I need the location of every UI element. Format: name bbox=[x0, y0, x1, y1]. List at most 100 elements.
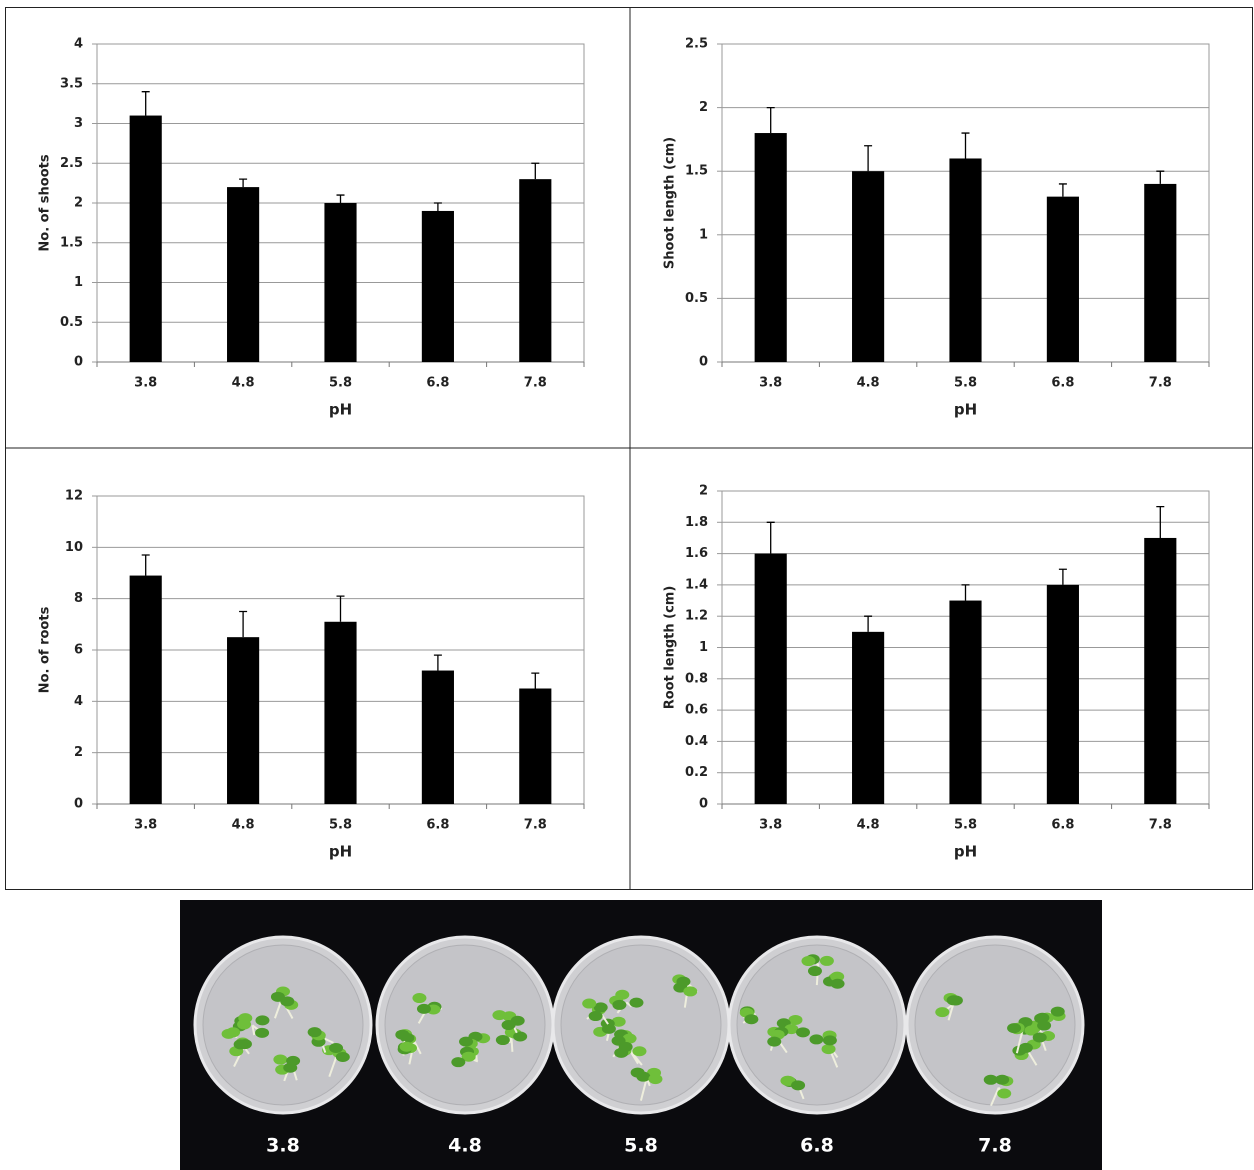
leaf bbox=[1037, 1021, 1051, 1031]
x-tick-label: 4.8 bbox=[857, 818, 880, 833]
leaf bbox=[995, 1075, 1009, 1085]
y-tick-label: 2 bbox=[699, 484, 708, 499]
y-tick-label: 1.5 bbox=[685, 164, 708, 179]
leaf bbox=[496, 1035, 510, 1045]
y-tick-label: 1 bbox=[699, 640, 708, 655]
leaf bbox=[629, 998, 643, 1008]
error-bar bbox=[142, 92, 150, 116]
y-tick-label: 1.2 bbox=[685, 609, 708, 624]
bar bbox=[949, 158, 981, 362]
y-tick-label: 0 bbox=[699, 355, 708, 370]
x-tick-label: 7.8 bbox=[524, 818, 547, 833]
bar bbox=[227, 637, 259, 804]
x-axis-title: pH bbox=[954, 843, 977, 861]
bar bbox=[852, 171, 884, 362]
y-tick-label: 0.6 bbox=[685, 703, 708, 718]
leaf bbox=[997, 1088, 1011, 1098]
leaf bbox=[582, 999, 596, 1009]
leaf bbox=[801, 956, 815, 966]
y-tick-label: 3.5 bbox=[60, 76, 83, 91]
x-tick-label: 6.8 bbox=[426, 376, 449, 391]
bar bbox=[1047, 197, 1079, 362]
leaf bbox=[808, 966, 822, 976]
plate-label: 6.8 bbox=[800, 1135, 834, 1157]
x-tick-label: 5.8 bbox=[329, 376, 352, 391]
leaf bbox=[823, 1035, 837, 1045]
leaf bbox=[502, 1020, 516, 1030]
x-tick-label: 5.8 bbox=[329, 818, 352, 833]
x-axis-title: pH bbox=[329, 401, 352, 419]
y-tick-label: 2 bbox=[699, 100, 708, 115]
y-tick-label: 3 bbox=[74, 116, 83, 131]
bar bbox=[422, 671, 454, 804]
leaf bbox=[796, 1027, 810, 1037]
y-tick-label: 2 bbox=[74, 745, 83, 760]
x-tick-label: 3.8 bbox=[759, 818, 782, 833]
error-bar bbox=[962, 585, 970, 601]
error-bar bbox=[1059, 184, 1067, 197]
leaf bbox=[831, 979, 845, 989]
error-bar bbox=[864, 616, 872, 632]
leaf bbox=[283, 1063, 297, 1073]
x-tick-label: 7.8 bbox=[1149, 818, 1172, 833]
bar bbox=[1144, 538, 1176, 804]
leaf bbox=[459, 1037, 473, 1047]
leaf bbox=[336, 1052, 350, 1062]
leaf bbox=[648, 1074, 662, 1084]
leaf bbox=[1019, 1043, 1033, 1053]
leaf bbox=[271, 992, 285, 1002]
leaf bbox=[513, 1032, 527, 1042]
y-tick-label: 2.5 bbox=[685, 37, 708, 52]
error-bar bbox=[767, 522, 775, 553]
x-tick-label: 5.8 bbox=[954, 818, 977, 833]
leaf bbox=[589, 1011, 603, 1021]
x-tick-label: 6.8 bbox=[1051, 818, 1074, 833]
leaf bbox=[631, 1068, 645, 1078]
y-tick-label: 12 bbox=[65, 489, 83, 504]
error-bar bbox=[767, 108, 775, 133]
leaf bbox=[237, 1019, 251, 1029]
y-tick-label: 0.5 bbox=[60, 315, 83, 330]
plate-label: 3.8 bbox=[266, 1135, 300, 1157]
leaf bbox=[255, 1015, 269, 1025]
bar bbox=[1144, 184, 1176, 362]
error-bar bbox=[434, 203, 442, 211]
leaf bbox=[632, 1046, 646, 1056]
y-tick-label: 1.6 bbox=[685, 546, 708, 561]
leaf bbox=[744, 1014, 758, 1024]
y-tick-label: 1.5 bbox=[60, 235, 83, 250]
leaf bbox=[400, 1042, 414, 1052]
leaf bbox=[273, 1055, 287, 1065]
y-tick-label: 1 bbox=[699, 227, 708, 242]
bar bbox=[519, 179, 551, 362]
bar bbox=[130, 116, 162, 362]
x-tick-label: 3.8 bbox=[759, 376, 782, 391]
x-tick-label: 6.8 bbox=[426, 818, 449, 833]
plate-label: 5.8 bbox=[624, 1135, 658, 1157]
leaf bbox=[234, 1039, 248, 1049]
bar bbox=[755, 133, 787, 362]
leaf bbox=[767, 1037, 781, 1047]
y-axis-title: Root length (cm) bbox=[663, 586, 678, 710]
x-axis-title: pH bbox=[954, 401, 977, 419]
leaf bbox=[395, 1030, 409, 1040]
error-bar bbox=[531, 673, 539, 688]
error-bar bbox=[337, 596, 345, 622]
leaf bbox=[791, 1080, 805, 1090]
x-tick-label: 4.8 bbox=[857, 376, 880, 391]
y-tick-label: 0 bbox=[699, 797, 708, 812]
leaf bbox=[822, 1044, 836, 1054]
error-bar bbox=[962, 133, 970, 158]
error-bar bbox=[1156, 171, 1164, 184]
leaf bbox=[1033, 1032, 1047, 1042]
bar bbox=[852, 632, 884, 804]
bar bbox=[1047, 585, 1079, 804]
y-tick-label: 6 bbox=[74, 643, 83, 658]
petri-dish-inner bbox=[203, 945, 363, 1105]
figure-canvas: 3.84.85.86.87.8 00.511.522.533.543.84.85… bbox=[0, 0, 1254, 1170]
x-axis-title: pH bbox=[329, 843, 352, 861]
leaf bbox=[329, 1043, 343, 1053]
error-bar bbox=[864, 146, 872, 171]
leaf bbox=[412, 993, 426, 1003]
leaf bbox=[809, 1034, 823, 1044]
